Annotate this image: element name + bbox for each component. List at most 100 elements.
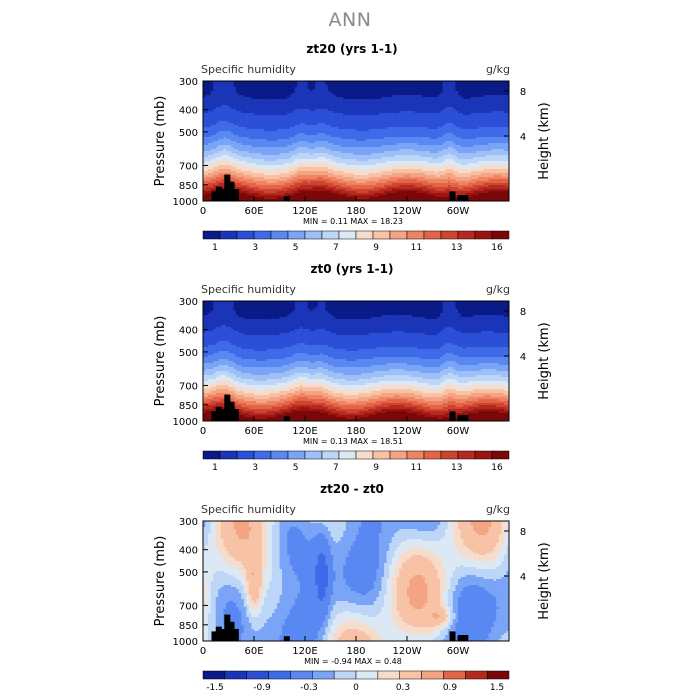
x-tick-label: 0 (200, 426, 206, 437)
units-label: g/kg (486, 63, 510, 76)
y-tick-label: 850 (179, 621, 198, 632)
y-tick-label: 500 (179, 348, 198, 359)
colorbar-swatch (237, 231, 254, 239)
colorbar-swatch (271, 231, 288, 239)
y-tick-label: 850 (179, 181, 198, 192)
colorbar-label: 0.3 (396, 683, 410, 693)
colorbar-swatch (356, 671, 378, 679)
colorbar-swatch (424, 451, 441, 459)
topography-mark (462, 635, 468, 641)
y-axis-label: Pressure (mb) (153, 316, 168, 407)
colorbar-swatch (225, 671, 247, 679)
min-max-stats: MIN = -0.94 MAX = 0.48 (304, 657, 402, 666)
colorbar-swatch (422, 671, 444, 679)
colorbar-swatch (203, 451, 220, 459)
colorbar-swatch (424, 231, 441, 239)
colorbar-swatch (254, 451, 271, 459)
x-tick-label: 120E (292, 426, 317, 437)
colorbar-label: -0.9 (253, 683, 271, 693)
colorbar-swatch (487, 671, 509, 679)
colorbar-swatch (305, 451, 322, 459)
y-tick-label: 700 (179, 381, 198, 392)
colorbar-label: 1 (212, 463, 218, 473)
field-name-label: Specific humidity (201, 503, 296, 516)
colorbar-swatch (322, 231, 339, 239)
x-tick-label: 120W (393, 206, 422, 217)
colorbar-label: 11 (411, 463, 422, 473)
colorbar-swatch (407, 231, 424, 239)
y2-tick-label: 4 (520, 572, 526, 583)
colorbar-swatch (254, 231, 271, 239)
colorbar-label: -0.3 (300, 683, 318, 693)
colorbar-label: 3 (252, 463, 258, 473)
colorbar-label: -1.5 (206, 683, 224, 693)
colorbar-swatch (288, 451, 305, 459)
y-axis-label: Pressure (mb) (153, 96, 168, 187)
topography-mark (284, 196, 290, 201)
colorbar-label: 0 (353, 683, 359, 693)
colorbar-swatch (441, 231, 458, 239)
x-tick-label: 60E (244, 426, 263, 437)
y2-tick-label: 8 (520, 527, 526, 538)
colorbar-swatch (271, 451, 288, 459)
colorbar-label: 1.5 (490, 683, 504, 693)
panel-zt20: zt20 (yrs 1-1)Specific humidity g/kg30040… (153, 42, 552, 253)
colorbar-swatch (203, 231, 220, 239)
topography-mark (233, 409, 239, 421)
x-tick-label: 60W (447, 646, 470, 657)
colorbar-swatch (443, 671, 465, 679)
y-axis-label: Pressure (mb) (153, 536, 168, 627)
y2-tick-label: 8 (520, 307, 526, 318)
y-tick-label: 400 (179, 546, 198, 557)
colorbar-label: 16 (491, 243, 503, 253)
topography-mark (233, 629, 239, 641)
y-tick-label: 700 (179, 161, 198, 172)
colorbar-swatch (441, 451, 458, 459)
colorbar-swatch (237, 451, 254, 459)
y2-tick-label: 4 (520, 132, 526, 143)
topography-mark (284, 636, 290, 641)
colorbar-swatch (458, 231, 475, 239)
colorbar-swatch (247, 671, 269, 679)
panel-title: zt20 - zt0 (320, 482, 384, 496)
y-tick-label: 850 (179, 401, 198, 412)
colorbar-swatch (334, 671, 356, 679)
y2-tick-label: 8 (520, 87, 526, 98)
colorbar-swatch (339, 231, 356, 239)
y-tick-label: 700 (179, 601, 198, 612)
x-tick-label: 120W (393, 646, 422, 657)
y-tick-label: 400 (179, 326, 198, 337)
units-label: g/kg (486, 283, 510, 296)
y-tick-label: 500 (179, 568, 198, 579)
colorbar-swatch (378, 671, 400, 679)
colorbar-swatch (220, 231, 237, 239)
colorbar-swatch (312, 671, 334, 679)
topography-mark (284, 416, 290, 421)
x-tick-label: 0 (200, 206, 206, 217)
colorbar-swatch (356, 231, 373, 239)
colorbar-swatch (322, 451, 339, 459)
colorbar-swatch (288, 231, 305, 239)
x-tick-label: 0 (200, 646, 206, 657)
x-tick-label: 60W (447, 206, 470, 217)
y-tick-label: 300 (179, 297, 198, 308)
colorbar-swatch (492, 451, 509, 459)
colorbar-swatch (475, 451, 492, 459)
x-tick-label: 60W (447, 426, 470, 437)
colorbar-swatch (390, 231, 407, 239)
topography-mark (462, 415, 468, 421)
units-label: g/kg (486, 503, 510, 516)
x-tick-label: 180 (346, 206, 365, 217)
colorbar-label: 3 (252, 243, 258, 253)
colorbar-swatch (339, 451, 356, 459)
y-tick-label: 500 (179, 128, 198, 139)
field-name-label: Specific humidity (201, 63, 296, 76)
x-tick-label: 180 (346, 646, 365, 657)
y2-axis-label: Height (km) (537, 102, 552, 179)
y2-tick-label: 4 (520, 352, 526, 363)
colorbar-swatch (356, 451, 373, 459)
y2-axis-label: Height (km) (537, 322, 552, 399)
y-tick-label: 300 (179, 77, 198, 88)
colorbar-label: 13 (451, 243, 462, 253)
x-tick-label: 60E (244, 646, 263, 657)
